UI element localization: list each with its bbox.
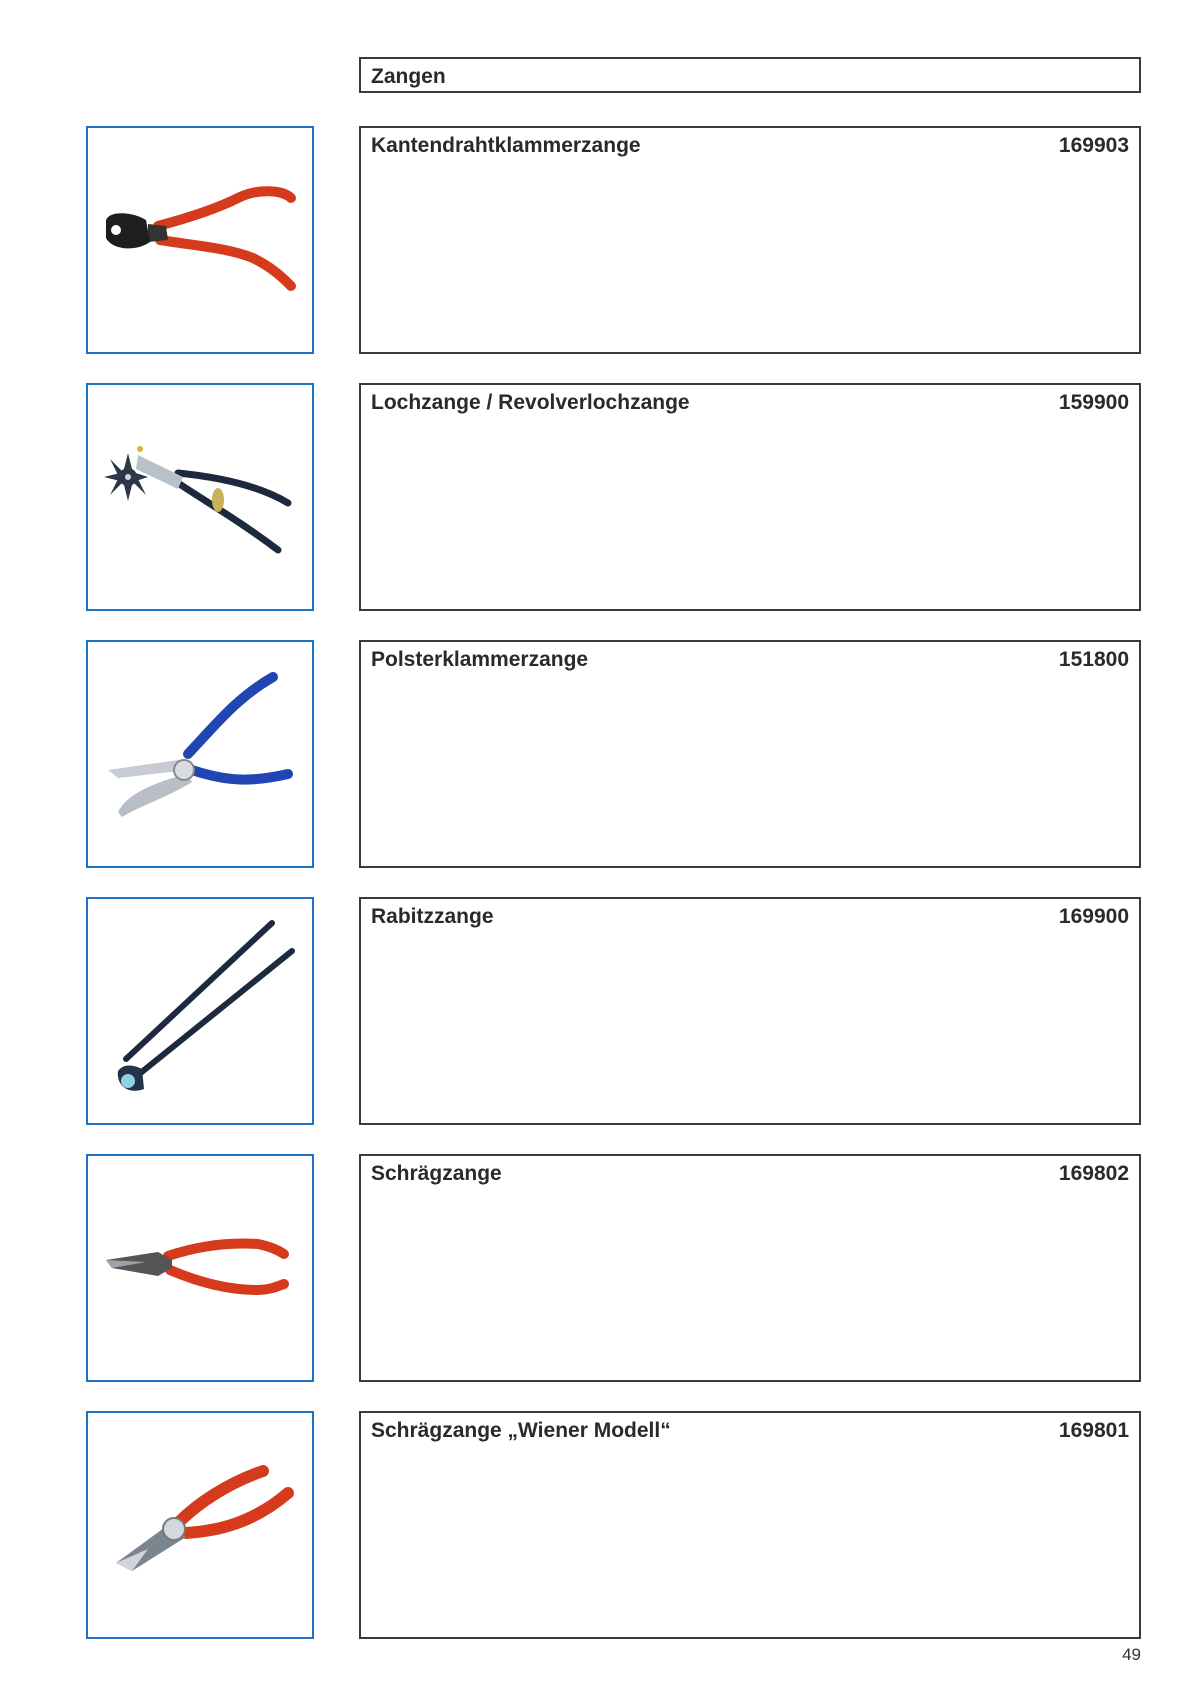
product-code: 169903 xyxy=(1058,134,1129,157)
product-code: 169900 xyxy=(1058,905,1129,928)
product-image xyxy=(86,897,314,1125)
product-card: Lochzange / Revolverlochzange 159900 xyxy=(359,383,1141,611)
page-number: 49 xyxy=(1122,1645,1141,1664)
diagonal-cutter-red-icon xyxy=(106,1238,289,1296)
upholstery-clip-pliers-blue-icon xyxy=(108,672,293,817)
product-code: 169801 xyxy=(1058,1419,1129,1442)
product-card: Schrägzange „Wiener Modell“ 169801 xyxy=(359,1411,1141,1639)
revolving-punch-pliers-icon xyxy=(104,446,292,554)
product-name: Schrägzange xyxy=(371,1162,502,1185)
diagonal-cutter-vienna-icon xyxy=(116,1465,294,1571)
product-image xyxy=(86,1411,314,1639)
product-row: Polsterklammerzange 151800 xyxy=(0,640,1190,870)
product-card: Schrägzange 169802 xyxy=(359,1154,1141,1382)
product-name: Lochzange / Revolverlochzange xyxy=(371,391,690,414)
product-name: Schrägzange „Wiener Modell“ xyxy=(371,1419,671,1442)
product-name: Polsterklammerzange xyxy=(371,648,589,671)
product-row: Schrägzange 169802 xyxy=(0,1154,1190,1384)
product-card: Rabitzzange 169900 xyxy=(359,897,1141,1125)
product-row: Lochzange / Revolverlochzange 159900 xyxy=(0,383,1190,613)
product-image xyxy=(86,126,314,354)
product-name: Rabitzzange xyxy=(371,905,494,928)
product-row: Rabitzzange 169900 xyxy=(0,897,1190,1127)
end-cutting-pliers-red-icon xyxy=(106,186,296,291)
section-title: Zangen xyxy=(371,65,446,88)
product-image xyxy=(86,640,314,868)
product-row: Kantendrahtklammerzange 169903 xyxy=(0,126,1190,356)
product-image xyxy=(86,383,314,611)
product-code: 169802 xyxy=(1058,1162,1129,1185)
product-code: 159900 xyxy=(1058,391,1129,414)
product-card: Kantendrahtklammerzange 169903 xyxy=(359,126,1141,354)
product-row: Schrägzange „Wiener Modell“ 169801 xyxy=(0,1411,1190,1641)
product-card: Polsterklammerzange 151800 xyxy=(359,640,1141,868)
product-name: Kantendrahtklammerzange xyxy=(371,134,641,157)
product-image xyxy=(86,1154,314,1382)
rabitz-pincers-icon xyxy=(117,920,295,1091)
product-code: 151800 xyxy=(1058,648,1129,671)
section-header: Zangen xyxy=(359,57,1141,93)
